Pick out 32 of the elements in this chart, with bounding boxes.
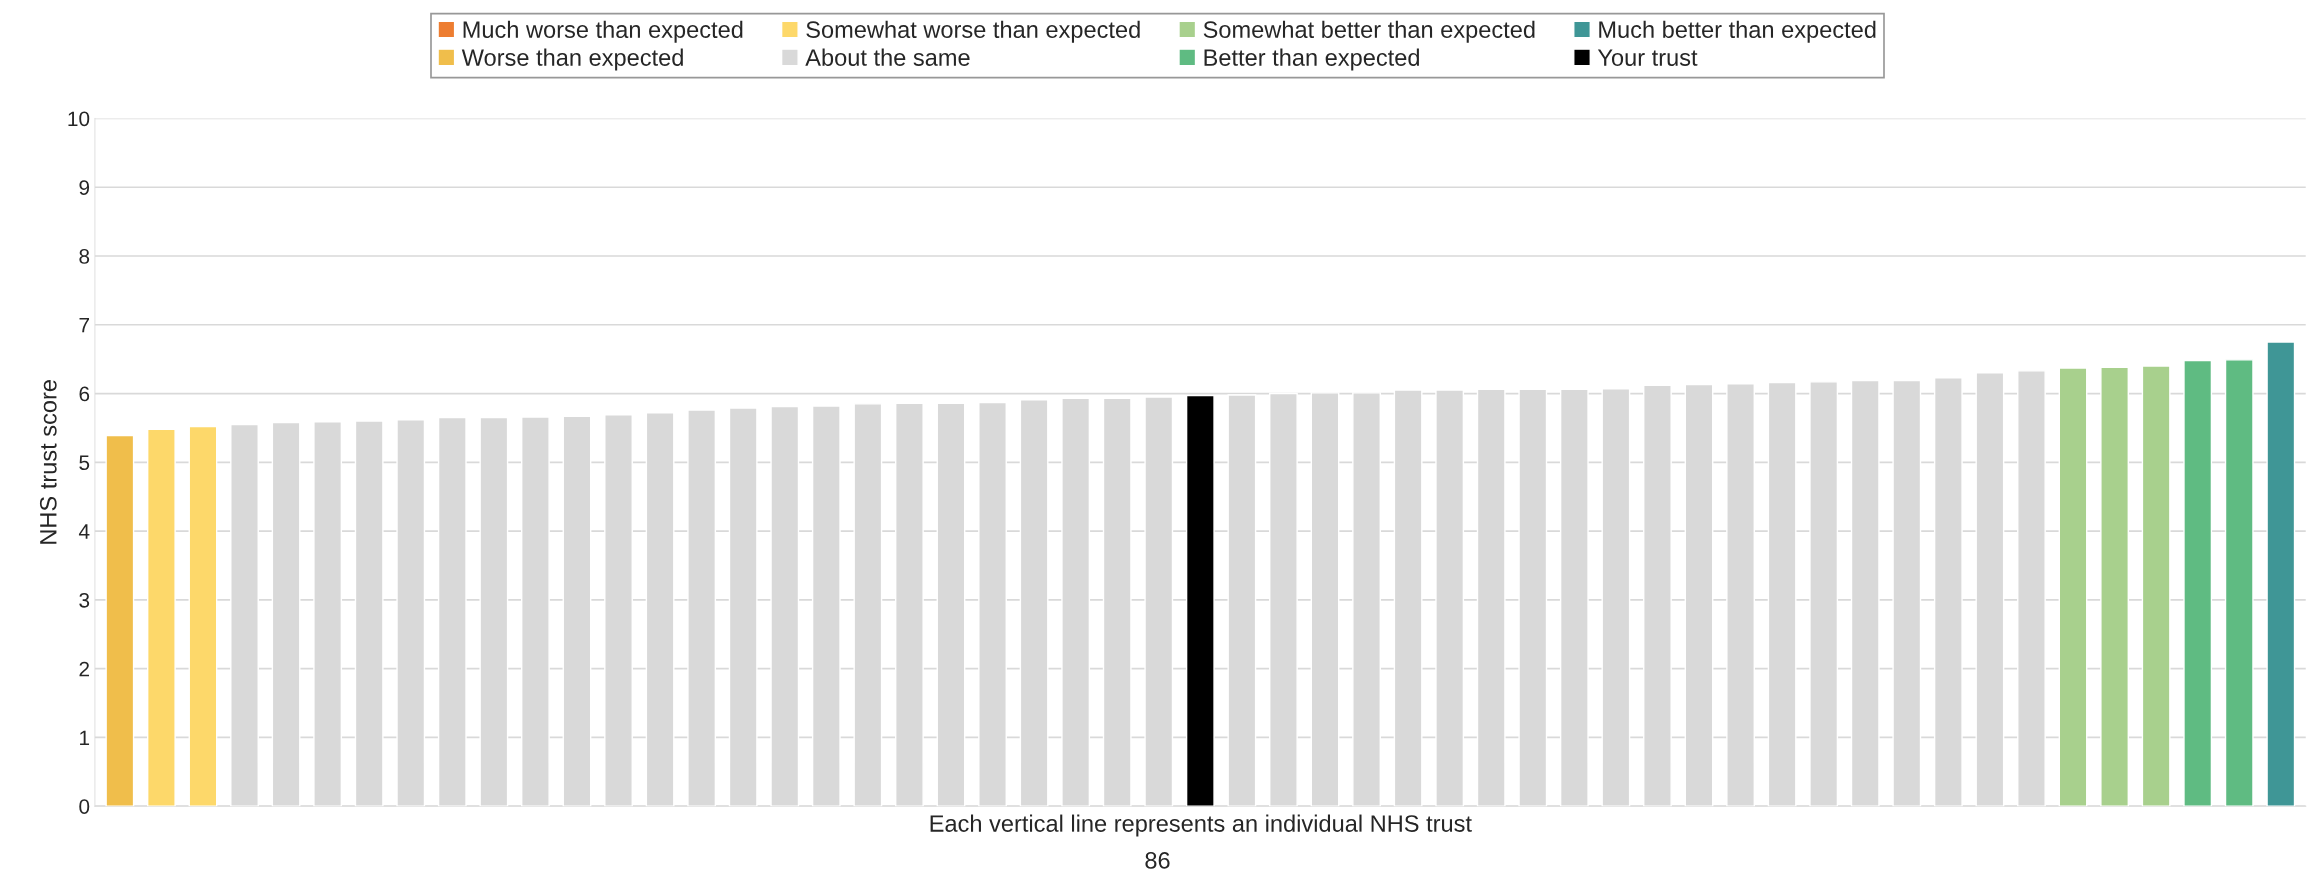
- legend-label: Much worse than expected: [463, 20, 743, 43]
- y-tick-label: 2: [79, 661, 90, 677]
- legend-label: Worse than expected: [461, 48, 683, 71]
- y-tick-label: 6: [79, 386, 90, 402]
- bar: [146, 428, 176, 807]
- bar: [2183, 359, 2213, 807]
- y-tick-label: 7: [79, 318, 90, 333]
- y-tick-label: 5: [79, 455, 90, 471]
- bar: [2266, 341, 2296, 807]
- legend-label: Your trust: [1597, 49, 1698, 66]
- y-axis-title: NHS trust score: [39, 380, 57, 544]
- legend-label: Somewhat worse than expected: [806, 20, 1140, 43]
- bar: [2058, 367, 2088, 807]
- y-tick-label: 1: [80, 730, 90, 745]
- x-axis-title: Each vertical line represents an individual NHS trust: [930, 814, 1472, 837]
- legend-label: About the same: [805, 48, 970, 66]
- bar: [2100, 366, 2129, 807]
- bar: [105, 434, 135, 807]
- legend-label: Better than expected: [1204, 48, 1419, 71]
- text: 86: [1145, 852, 1170, 869]
- bar: [188, 425, 218, 807]
- y-tick-label: 10: [68, 111, 90, 127]
- bar: [2141, 365, 2171, 807]
- y-tick-label: 3: [79, 592, 90, 608]
- bar: [1185, 394, 1215, 807]
- y-tick-label: 0: [79, 799, 90, 814]
- bar: [2224, 359, 2254, 807]
- y-tick-label: 4: [78, 524, 90, 539]
- legend-label: Somewhat better than expected: [1203, 20, 1535, 43]
- y-tick-label: 8: [79, 249, 90, 264]
- y-tick-label: 9: [79, 180, 90, 195]
- legend-label: Much better than expected: [1599, 20, 1876, 43]
